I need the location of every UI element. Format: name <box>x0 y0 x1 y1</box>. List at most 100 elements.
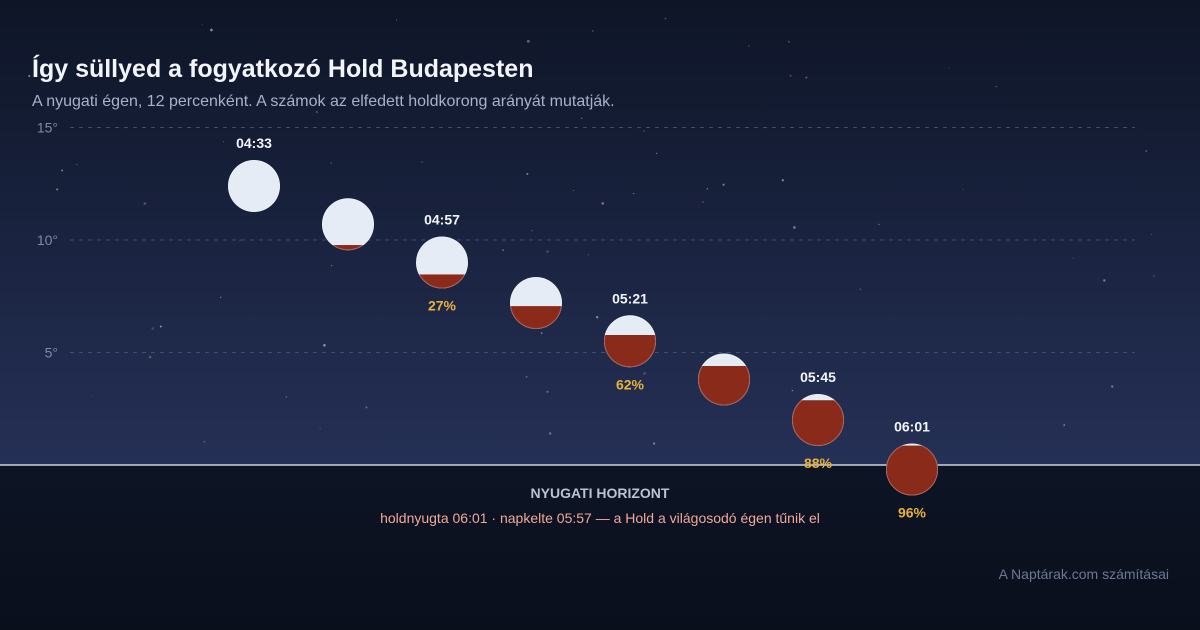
star <box>878 223 880 226</box>
star <box>1145 150 1148 152</box>
moon-rim <box>604 315 656 368</box>
star <box>781 179 784 182</box>
star <box>315 110 319 114</box>
star <box>706 188 709 190</box>
star <box>76 163 78 166</box>
star <box>787 40 790 43</box>
star <box>330 162 333 164</box>
moon-6: 05:45 88% <box>792 369 844 471</box>
moon-disc <box>228 160 280 212</box>
star <box>203 440 206 443</box>
star <box>531 230 533 232</box>
moon-rim <box>416 236 468 289</box>
star <box>526 39 530 43</box>
star <box>655 152 658 155</box>
moon-percent-label: 27% <box>428 298 457 314</box>
star <box>643 372 646 375</box>
moon-shadow <box>416 274 468 289</box>
moon-rim <box>510 277 562 329</box>
star <box>421 161 423 163</box>
moon-percent-label: 96% <box>898 505 927 521</box>
moon-percent-label: 88% <box>804 455 833 471</box>
star <box>162 105 165 108</box>
page-subtitle: A nyugati égen, 12 percenként. A számok … <box>32 93 615 110</box>
star <box>285 396 288 398</box>
credit: A Naptárak.com számításai <box>999 566 1169 582</box>
star <box>159 325 162 328</box>
star <box>595 315 599 319</box>
star <box>1072 257 1074 259</box>
star <box>664 17 667 20</box>
star <box>526 173 529 175</box>
star <box>525 375 528 378</box>
star <box>592 30 594 32</box>
horizon-note: holdnyugta 06:01 · napkelte 05:57 — a Ho… <box>380 510 820 526</box>
moon-shadow <box>886 445 938 496</box>
star <box>61 169 64 172</box>
star <box>323 344 326 347</box>
star <box>587 254 590 256</box>
star <box>223 141 225 143</box>
star <box>805 76 808 79</box>
star <box>239 239 241 241</box>
star <box>1063 424 1066 426</box>
moon-series: 04:33 04:57 27% 05:21 62% 05:45 88% 06:01 96% <box>228 135 938 521</box>
moon-5 <box>698 353 750 406</box>
star <box>28 74 31 78</box>
star <box>793 226 796 229</box>
star <box>546 390 549 393</box>
star <box>548 432 552 435</box>
moon-shadow <box>322 245 374 251</box>
moon-0: 04:33 <box>228 135 280 212</box>
moon-shadow <box>510 306 562 329</box>
star <box>1103 279 1106 282</box>
star <box>995 85 998 88</box>
star <box>92 395 94 397</box>
moon-2: 04:57 27% <box>416 212 468 314</box>
altitude-grid: 15° 10° 5° <box>37 120 1135 361</box>
moon-time-label: 06:01 <box>894 419 930 435</box>
sky-background <box>0 0 1200 465</box>
moon-3 <box>510 277 562 329</box>
star <box>633 192 635 195</box>
star <box>1153 275 1155 277</box>
star <box>219 296 222 299</box>
ground <box>0 465 1200 630</box>
star <box>948 67 950 69</box>
star <box>573 189 575 192</box>
star <box>653 442 656 445</box>
moon-shadow <box>792 400 844 446</box>
star <box>546 250 549 253</box>
y-tick-label: 15° <box>37 120 58 136</box>
y-tick-label: 10° <box>37 232 58 248</box>
moon-time-label: 05:45 <box>800 369 836 385</box>
moon-time-label: 04:57 <box>424 212 460 228</box>
star <box>789 74 792 77</box>
star <box>143 202 147 205</box>
star <box>747 45 750 47</box>
star <box>1111 385 1114 388</box>
moon-disc <box>322 198 374 251</box>
star <box>148 355 152 359</box>
star <box>791 389 794 392</box>
moon-percent-label: 62% <box>616 376 645 392</box>
horizon-label: NYUGATI HORIZONT <box>531 485 670 501</box>
moon-rim <box>228 160 280 212</box>
star <box>396 19 398 21</box>
page-title: Így süllyed a fogyatkozó Hold Budapesten <box>32 54 533 83</box>
star <box>201 23 203 26</box>
star <box>859 288 862 290</box>
moon-7: 06:01 96% <box>886 419 938 521</box>
star <box>151 327 154 330</box>
moon-rim <box>886 443 938 496</box>
star <box>580 117 583 120</box>
star <box>540 332 543 334</box>
star <box>56 188 59 191</box>
moon-1 <box>322 198 374 251</box>
star <box>365 406 368 409</box>
moon-time-label: 05:21 <box>612 290 648 306</box>
star <box>722 183 725 186</box>
star <box>502 249 505 252</box>
